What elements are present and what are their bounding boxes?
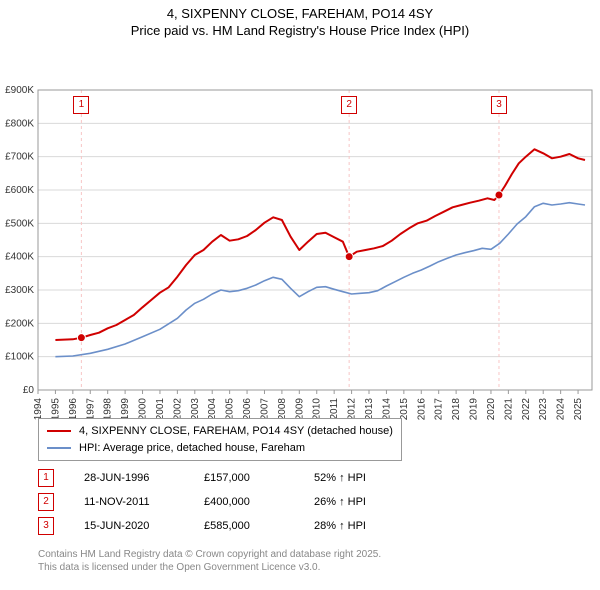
svg-text:2010: 2010 [312,397,323,420]
sale-row-price: £585,000 [204,520,284,532]
svg-text:2005: 2005 [225,397,236,420]
svg-text:2009: 2009 [294,397,305,420]
sale-row: 2 11-NOV-2011 £400,000 26% ↑ HPI [38,490,414,514]
svg-text:2003: 2003 [190,397,201,420]
svg-text:2013: 2013 [364,397,375,420]
sale-row-badge: 3 [38,517,54,535]
title-line-2: Price paid vs. HM Land Registry's House … [0,23,600,40]
sale-row-price: £400,000 [204,496,284,508]
sale-marker-badge: 3 [491,96,507,114]
sale-row-price: £157,000 [204,472,284,484]
sale-row-pct: 52% ↑ HPI [314,472,414,484]
svg-text:£800K: £800K [5,118,34,129]
svg-text:2015: 2015 [399,397,410,420]
sale-row-badge: 2 [38,493,54,511]
svg-text:£600K: £600K [5,185,34,196]
svg-text:£200K: £200K [5,318,34,329]
svg-text:2020: 2020 [486,397,497,420]
svg-text:2008: 2008 [277,397,288,420]
svg-text:1999: 1999 [120,397,131,420]
sale-row: 3 15-JUN-2020 £585,000 28% ↑ HPI [38,514,414,538]
sale-row-date: 28-JUN-1996 [84,472,174,484]
svg-text:2007: 2007 [259,397,270,420]
svg-text:£400K: £400K [5,251,34,262]
svg-text:2000: 2000 [138,397,149,420]
svg-text:1996: 1996 [68,397,79,420]
svg-text:2019: 2019 [469,397,480,420]
svg-text:2016: 2016 [416,397,427,420]
svg-text:1995: 1995 [50,397,61,420]
legend: 4, SIXPENNY CLOSE, FAREHAM, PO14 4SY (de… [38,418,402,461]
sale-row: 1 28-JUN-1996 £157,000 52% ↑ HPI [38,466,414,490]
svg-text:2002: 2002 [172,397,183,420]
legend-row: HPI: Average price, detached house, Fare… [47,440,393,457]
svg-text:£100K: £100K [5,351,34,362]
footer-line-2: This data is licensed under the Open Gov… [38,561,381,574]
svg-text:2017: 2017 [434,397,445,420]
sale-row-pct: 26% ↑ HPI [314,496,414,508]
svg-text:2021: 2021 [503,397,514,420]
svg-text:£500K: £500K [5,218,34,229]
footer-line-1: Contains HM Land Registry data © Crown c… [38,548,381,561]
title-line-1: 4, SIXPENNY CLOSE, FAREHAM, PO14 4SY [0,6,600,23]
svg-text:2025: 2025 [573,397,584,420]
sales-table: 1 28-JUN-1996 £157,000 52% ↑ HPI 2 11-NOV-201… [38,466,414,538]
legend-label: HPI: Average price, detached house, Fare… [79,440,305,457]
svg-text:2004: 2004 [207,397,218,420]
svg-text:£300K: £300K [5,285,34,296]
svg-text:£0: £0 [23,385,35,396]
svg-text:2012: 2012 [347,397,358,420]
svg-text:2018: 2018 [451,397,462,420]
svg-text:2023: 2023 [538,397,549,420]
svg-text:2006: 2006 [242,397,253,420]
sale-marker-badge: 1 [73,96,89,114]
svg-text:2014: 2014 [381,397,392,420]
legend-label: 4, SIXPENNY CLOSE, FAREHAM, PO14 4SY (de… [79,423,393,440]
footer-attribution: Contains HM Land Registry data © Crown c… [38,548,381,574]
chart-root: 4, SIXPENNY CLOSE, FAREHAM, PO14 4SY Pri… [0,0,600,590]
price-chart: £0 £100K £200K £300K £400K £500K £600K £700K £80… [0,40,600,440]
svg-text:£700K: £700K [5,151,34,162]
svg-text:2001: 2001 [155,397,166,420]
svg-text:2022: 2022 [521,397,532,420]
legend-swatch [47,447,71,449]
svg-text:£900K: £900K [5,85,34,96]
svg-text:1998: 1998 [103,397,114,420]
svg-text:1994: 1994 [33,397,44,420]
sale-row-date: 11-NOV-2011 [84,496,174,508]
legend-swatch [47,430,71,432]
sale-row-pct: 28% ↑ HPI [314,520,414,532]
sale-row-date: 15-JUN-2020 [84,520,174,532]
svg-text:2011: 2011 [329,397,340,419]
sale-row-badge: 1 [38,469,54,487]
titles: 4, SIXPENNY CLOSE, FAREHAM, PO14 4SY Pri… [0,0,600,40]
sale-marker-badge: 2 [341,96,357,114]
legend-row: 4, SIXPENNY CLOSE, FAREHAM, PO14 4SY (de… [47,423,393,440]
svg-text:2024: 2024 [556,397,567,420]
svg-text:1997: 1997 [85,397,96,420]
